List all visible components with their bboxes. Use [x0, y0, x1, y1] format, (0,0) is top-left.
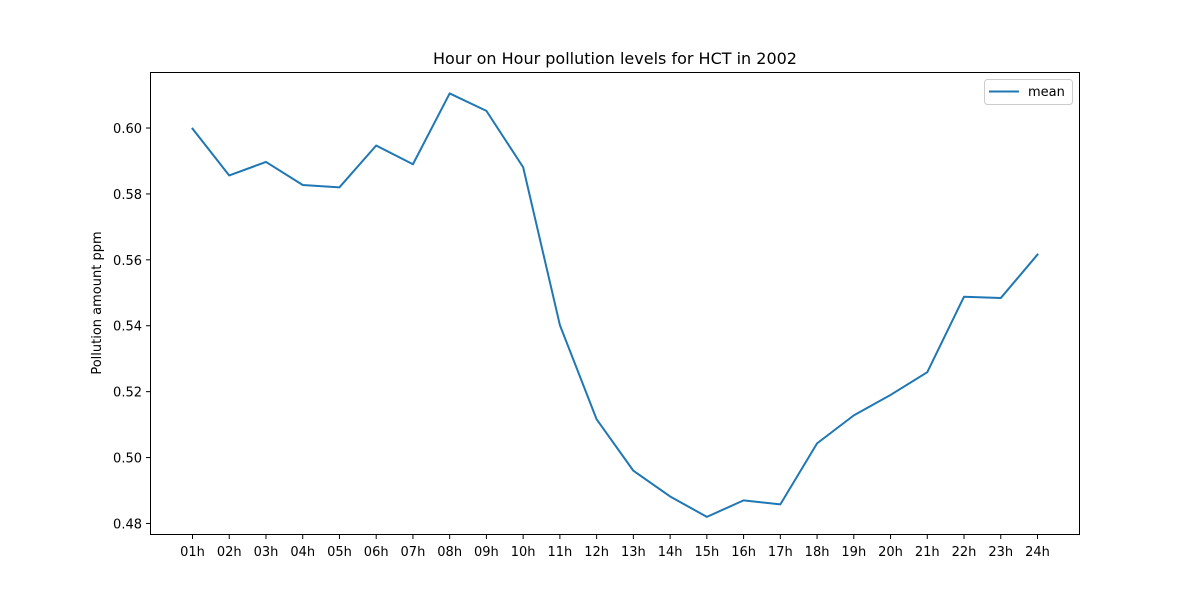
x-tick-label-03h: 03h	[254, 545, 279, 560]
x-tick-label-24h: 24h	[1025, 545, 1050, 560]
y-axis-label: Pollution amount ppm	[90, 231, 105, 374]
x-tick-label-21h: 21h	[915, 545, 940, 560]
x-tick-label-09h: 09h	[474, 545, 499, 560]
x-tick-label-10h: 10h	[511, 545, 536, 560]
x-tick-label-15h: 15h	[694, 545, 719, 560]
x-tick-label-22h: 22h	[952, 545, 977, 560]
x-tick-label-04h: 04h	[290, 545, 315, 560]
legend: mean	[985, 80, 1073, 105]
x-tick-label-14h: 14h	[658, 545, 683, 560]
x-tick-label-12h: 12h	[584, 545, 609, 560]
legend-label-mean: mean	[1028, 85, 1065, 100]
y-tick-label-2: 0.52	[113, 386, 142, 401]
x-tick-label-05h: 05h	[327, 545, 352, 560]
x-tick-label-02h: 02h	[217, 545, 242, 560]
x-tick-label-19h: 19h	[841, 545, 866, 560]
y-tick-label-1: 0.50	[113, 452, 142, 467]
y-tick-label-0: 0.48	[113, 517, 142, 532]
y-tick-label-5: 0.58	[113, 188, 142, 203]
x-tick-label-06h: 06h	[364, 545, 389, 560]
y-tick-label-4: 0.56	[113, 254, 142, 269]
x-tick-label-17h: 17h	[768, 545, 793, 560]
x-tick-label-23h: 23h	[988, 545, 1013, 560]
y-tick-label-3: 0.54	[113, 320, 142, 335]
x-tick-label-18h: 18h	[805, 545, 830, 560]
x-tick-label-16h: 16h	[731, 545, 756, 560]
x-tick-label-08h: 08h	[437, 545, 462, 560]
x-tick-label-20h: 20h	[878, 545, 903, 560]
x-tick-label-11h: 11h	[548, 545, 573, 560]
chart-title: Hour on Hour pollution levels for HCT in…	[433, 49, 797, 68]
x-tick-label-01h: 01h	[180, 545, 205, 560]
x-tick-label-07h: 07h	[401, 545, 426, 560]
x-tick-label-13h: 13h	[621, 545, 646, 560]
y-tick-label-6: 0.60	[113, 122, 142, 137]
